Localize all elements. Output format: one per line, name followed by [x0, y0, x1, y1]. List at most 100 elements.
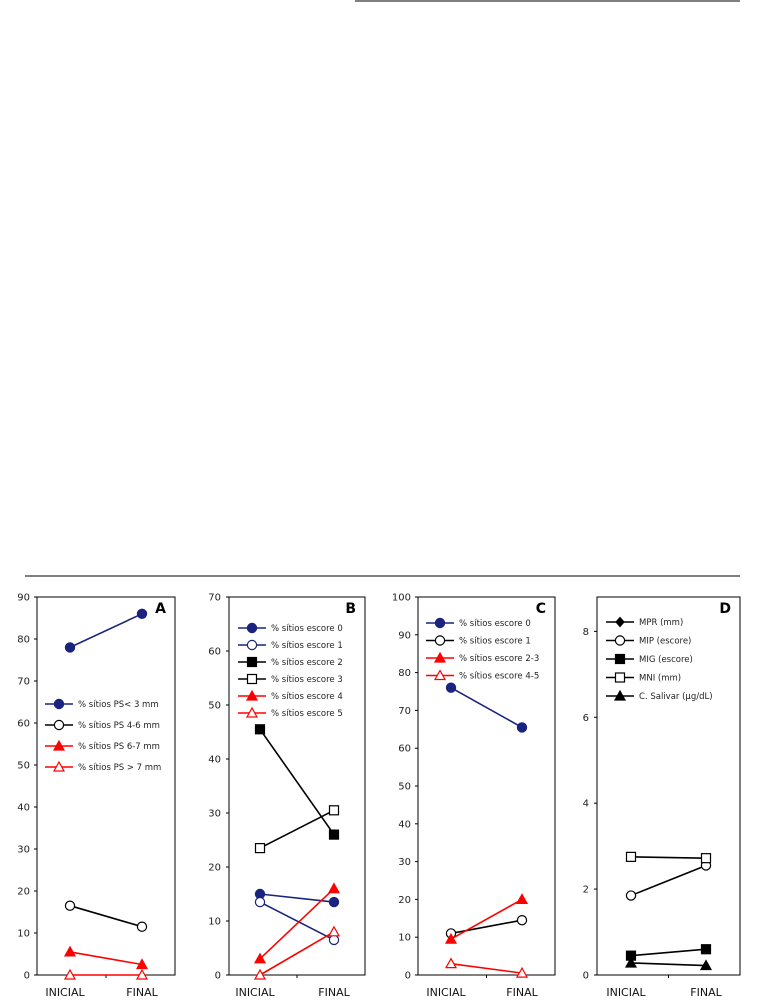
data-point — [253, 952, 267, 964]
legend-marker — [614, 635, 626, 646]
y-tick-label: 50 — [398, 782, 411, 793]
y-tick-label: 20 — [17, 887, 30, 898]
series-2 — [254, 724, 340, 840]
series-line — [259, 888, 335, 960]
y-tick-label: 30 — [17, 845, 30, 856]
legend-marker — [433, 651, 447, 663]
data-point — [515, 966, 529, 978]
legend-label: % sítios escore 4-5 — [459, 672, 539, 682]
series-1 — [625, 860, 712, 901]
y-tick-label: 60 — [208, 647, 221, 658]
series-line — [450, 687, 523, 729]
y-tick-label: 0 — [24, 971, 30, 982]
series-line — [69, 951, 143, 966]
y-tick-label: 10 — [17, 929, 30, 940]
legend-label: % sítios escore 1 — [271, 641, 343, 651]
data-point — [625, 890, 637, 901]
series-line — [69, 904, 143, 928]
legend-entry: % sítios escore 4 — [238, 689, 343, 702]
data-point — [625, 851, 637, 862]
panel-a: 0 10 20 30 40 50 60 70 80 90 INICIAL FINAL A % sítios… — [17, 593, 176, 999]
data-point — [135, 958, 149, 970]
y-tick-label: 0 — [583, 971, 589, 982]
series-line — [259, 809, 335, 849]
legend-marker — [614, 653, 626, 665]
legend-marker — [433, 669, 447, 681]
panel-letter: A — [155, 601, 166, 617]
legend-label: % sítios escore 0 — [271, 624, 343, 634]
y-tick-label: 0 — [405, 971, 411, 982]
series-3 — [254, 805, 340, 854]
legend-label: % sítios PS< 3 mm — [78, 700, 159, 710]
legend-label: % sítios PS 6-7 mm — [78, 742, 160, 752]
legend-marker — [613, 689, 627, 701]
plot-frame — [228, 596, 366, 976]
legend-marker — [246, 656, 258, 668]
panel-letter: C — [536, 601, 546, 617]
plot-frame — [36, 596, 176, 976]
series-line — [259, 901, 335, 941]
legend-entry: MIG (escore) — [606, 653, 693, 665]
legend-entry: % sítios escore 0 — [426, 617, 531, 629]
x-category-label: FINAL — [506, 986, 538, 999]
legend-entry: C. Salivar (µg/dL) — [606, 689, 713, 702]
series-line — [69, 613, 143, 649]
x-category-label: FINAL — [126, 986, 158, 999]
x-category-label: FINAL — [318, 986, 350, 999]
legend-entry: % sítios escore 1 — [426, 635, 531, 647]
data-point — [253, 968, 267, 980]
series-4 — [624, 956, 713, 971]
legend-marker — [246, 622, 258, 634]
y-tick-label: 8 — [583, 627, 589, 638]
data-point — [136, 921, 148, 932]
series-4 — [253, 882, 341, 964]
legend-label: C. Salivar (µg/dL) — [639, 692, 713, 702]
data-point — [444, 932, 458, 944]
legend-entry: % sítios escore 3 — [238, 673, 343, 685]
series-line — [450, 919, 523, 935]
data-point — [700, 944, 712, 955]
data-point — [445, 682, 457, 693]
legend-label: % sítios PS 4-6 mm — [78, 721, 160, 731]
series-2 — [444, 893, 529, 944]
legend-entry: % sítios escore 0 — [238, 622, 343, 634]
legend-entry: % sítios escore 5 — [238, 706, 343, 719]
data-point — [63, 968, 77, 980]
data-point — [254, 724, 266, 735]
legend-entry: MIP (escore) — [606, 635, 691, 647]
legend-label: % sítios escore 0 — [459, 619, 531, 629]
panel-letter: D — [719, 601, 731, 617]
x-category-label: INICIAL — [45, 986, 85, 999]
data-point — [328, 805, 340, 816]
panel-letter: B — [345, 601, 356, 617]
legend-label: MNI (mm) — [639, 674, 681, 684]
x-category-label: INICIAL — [235, 986, 275, 999]
y-tick-label: 20 — [208, 863, 221, 874]
y-tick-label: 40 — [398, 819, 411, 830]
data-point — [327, 882, 341, 894]
plot-frame — [596, 596, 741, 976]
y-tick-label: 70 — [398, 706, 411, 717]
series-2 — [625, 944, 712, 961]
legend-label: % sítios escore 2-3 — [459, 654, 539, 664]
legend-label: MIG (escore) — [639, 655, 693, 665]
y-tick-label: 60 — [398, 744, 411, 755]
legend-label: MIP (escore) — [639, 637, 691, 647]
series-1 — [64, 900, 148, 932]
data-point — [328, 934, 340, 946]
series-3 — [63, 968, 149, 980]
legend-marker — [53, 719, 65, 731]
y-tick-label: 60 — [17, 719, 30, 730]
data-point — [515, 893, 529, 905]
legend-label: % sítios PS > 7 mm — [78, 763, 161, 773]
legend-label: % sítios escore 2 — [271, 658, 343, 668]
series-line — [630, 864, 707, 897]
legend-entry: % sítios PS 4-6 mm — [45, 719, 160, 731]
legend-entry: % sítios PS 6-7 mm — [45, 739, 160, 752]
legend-entry: % sítios PS > 7 mm — [45, 760, 161, 773]
legend-label: % sítios escore 4 — [271, 692, 343, 702]
legend-marker — [434, 635, 446, 646]
data-point — [328, 896, 340, 908]
